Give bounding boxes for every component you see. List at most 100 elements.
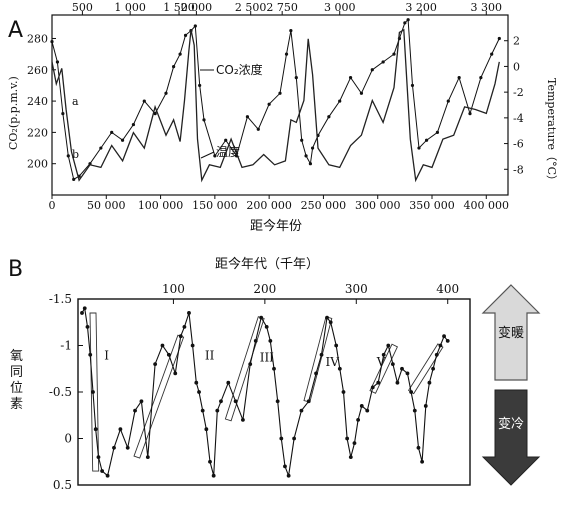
co2-point	[479, 76, 483, 80]
oxygen-isotope-point	[187, 311, 191, 315]
co2-point	[198, 83, 202, 88]
panel-b-x-axis: 100 200 300 400	[162, 282, 459, 304]
co2-point	[72, 177, 76, 181]
a-x-tick-label: 150 000	[192, 199, 238, 212]
oxygen-isotope-point	[337, 366, 342, 371]
b-x-tick-label: 300	[345, 282, 368, 296]
oxygen-isotope-point	[299, 408, 304, 413]
co2-point	[410, 83, 415, 88]
b-y-axis-label-char: 同	[10, 365, 23, 380]
oxygen-isotope-point	[292, 436, 297, 441]
oxygen-isotope-point	[253, 338, 258, 343]
oxygen-isotope-point	[197, 390, 201, 394]
oxygen-isotope-point	[400, 366, 404, 371]
co2-point	[110, 130, 114, 134]
oxygen-isotope-point	[328, 320, 333, 325]
co2-point	[457, 76, 461, 80]
oxygen-isotope-point	[259, 315, 264, 320]
panel-b-stage-labels: I II III IV V	[104, 348, 385, 369]
oxygen-isotope-point	[352, 441, 357, 446]
cooling-label: 变冷	[498, 416, 524, 432]
oxygen-isotope-point	[279, 436, 284, 441]
oxygen-isotope-point	[211, 473, 216, 478]
co2-point	[50, 40, 54, 44]
oxygen-isotope-point	[325, 315, 329, 320]
a-top-tick-label: 2 750	[266, 1, 298, 14]
oxygen-isotope-point	[409, 390, 414, 394]
stage-label: III	[260, 350, 274, 364]
co2-point	[310, 146, 315, 150]
oxygen-isotope-point	[241, 418, 245, 422]
oxygen-isotope-point	[386, 343, 391, 348]
co2-point	[338, 99, 342, 103]
oxygen-isotope-point	[85, 325, 90, 329]
panel-a-x-axis: 0 50 000 100 000 150 000 200 000 250 000 300 0…	[49, 195, 510, 212]
oxygen-isotope-point	[200, 408, 205, 413]
a-left-tick-label: 260	[27, 64, 48, 77]
cooling-arrow: 变冷	[481, 389, 541, 486]
oxygen-isotope-point	[91, 390, 95, 394]
co2-point	[406, 18, 410, 22]
oxygen-isotope-point	[268, 338, 273, 343]
oxygen-isotope-point	[345, 436, 350, 441]
co2-point	[381, 60, 385, 64]
oxygen-isotope-point	[438, 343, 443, 348]
oxygen-isotope-point	[390, 362, 395, 366]
oxygen-isotope-point	[194, 380, 199, 385]
panel-a-x-axis-label: 距今年份	[250, 218, 302, 234]
co2-point	[490, 52, 494, 56]
oxygen-isotope-point	[427, 380, 432, 385]
panel-b-series	[80, 306, 450, 478]
b-y-tick-label: -0.5	[49, 385, 72, 399]
a-top-tick-label: 3 200	[405, 1, 437, 14]
oxygen-isotope-point	[153, 362, 158, 366]
oxygen-isotope-point	[233, 399, 238, 404]
oxygen-isotope-point	[82, 306, 87, 311]
oxygen-isotope-point	[182, 325, 187, 329]
oxygen-isotope-point	[395, 380, 400, 385]
oxygen-isotope-point	[412, 408, 417, 413]
b-y-tick-label: 0	[64, 432, 72, 446]
stage-ramp-bar	[89, 312, 100, 472]
a-top-tick-label: 3 000	[324, 1, 356, 14]
a-x-tick-label: 400 000	[464, 199, 510, 212]
a-top-tick-label: 1 500	[163, 1, 195, 14]
co2-point	[120, 138, 125, 142]
b-y-axis-label-char: 氧	[10, 349, 23, 364]
co2-point	[327, 115, 331, 119]
co2-point	[178, 52, 182, 56]
a-x-tick-label: 100 000	[138, 199, 184, 212]
oxygen-isotope-point	[272, 366, 276, 371]
panel-b-label: B	[8, 257, 23, 282]
warming-label: 变暖	[498, 325, 524, 341]
a-x-tick-label: 250 000	[301, 199, 347, 212]
series-a-letter: a	[72, 95, 79, 108]
panel-a-right-axis-label: Temperature（°C）	[545, 78, 558, 186]
oxygen-isotope-point	[381, 352, 386, 357]
oxygen-isotope-point	[112, 445, 116, 450]
b-x-tick-label: 200	[253, 282, 276, 296]
co2-point	[348, 76, 353, 80]
co2-point	[224, 138, 228, 142]
panel-b-stage-bars	[89, 312, 444, 472]
a-x-tick-label: 300 000	[355, 199, 401, 212]
co2-point	[424, 138, 429, 142]
co2-point	[497, 36, 501, 41]
co2-point	[267, 102, 271, 106]
co2-point	[304, 154, 308, 158]
oxygen-isotope-point	[319, 352, 324, 357]
a-top-tick-label: 2 500	[235, 1, 267, 14]
co2-line	[51, 18, 500, 181]
a-top-tick-label: 500	[72, 1, 93, 14]
oxygen-isotope-point	[348, 455, 353, 459]
oxygen-isotope-point	[139, 399, 144, 404]
b-y-axis-label-char: 位	[10, 381, 23, 396]
panel-b-y-axis: -1.5 -1 -0.5 0 0.5	[49, 292, 83, 492]
panel-b-title: 距今年代（千年）	[215, 256, 319, 272]
panel-a-label: A	[8, 18, 23, 43]
co2-point	[435, 130, 440, 134]
a-x-tick-label: 50 000	[87, 199, 126, 212]
